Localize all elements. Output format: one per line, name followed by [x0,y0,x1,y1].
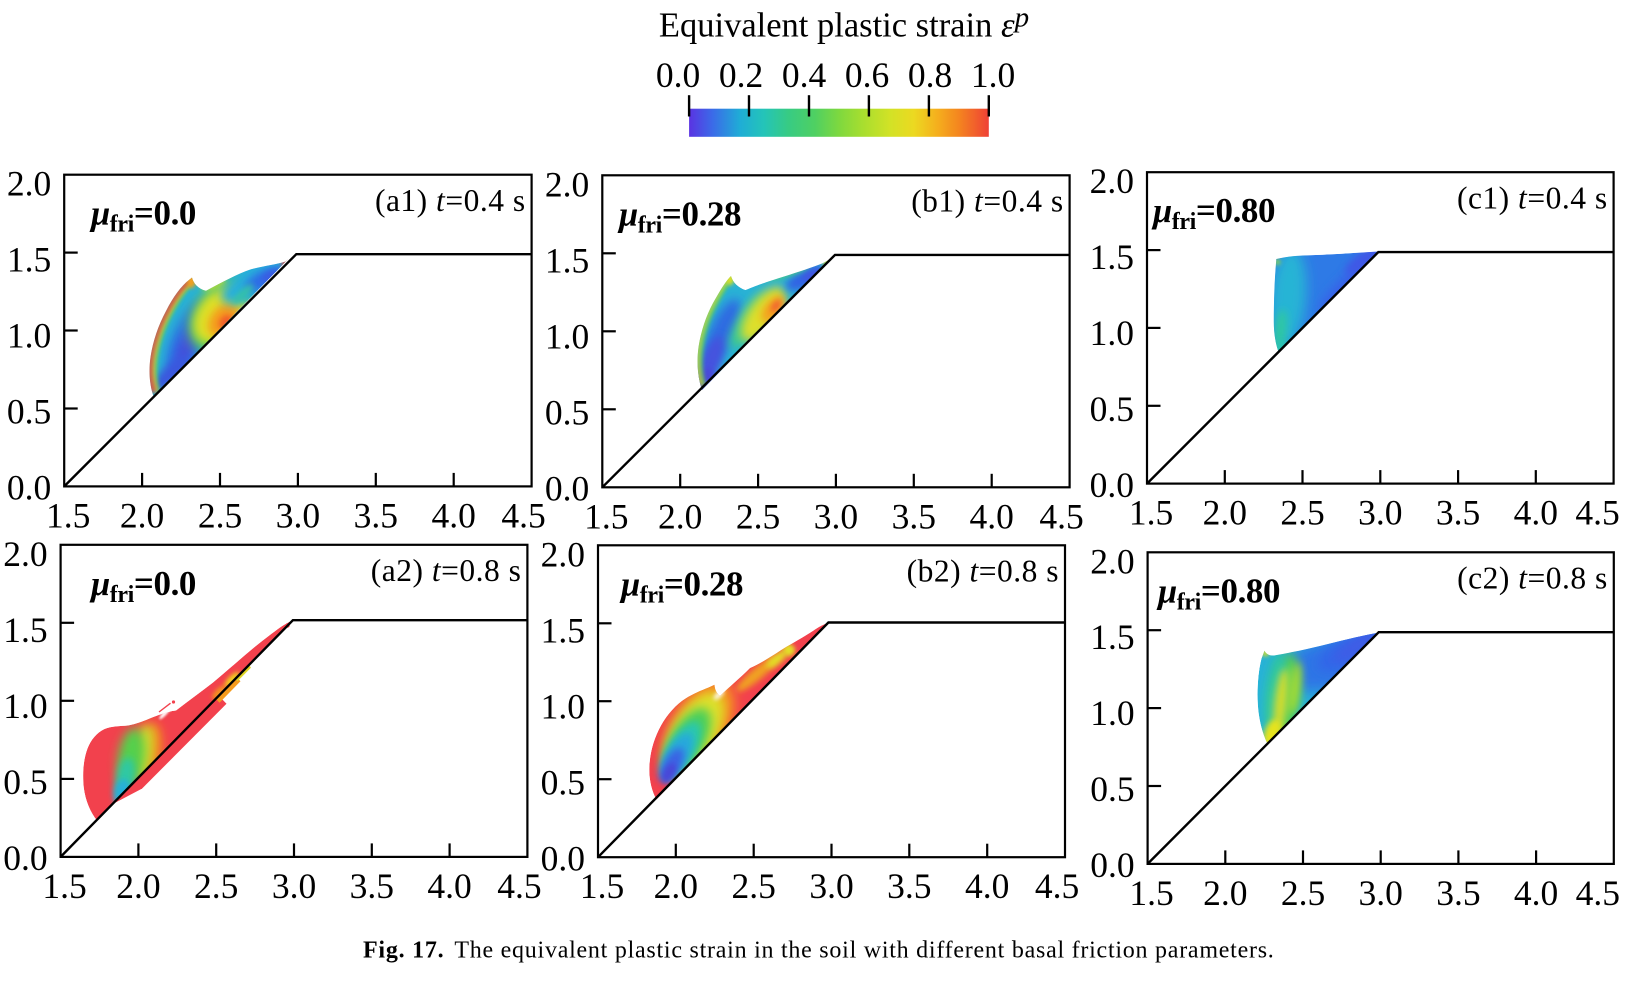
svg-text:4.5: 4.5 [501,495,545,535]
svg-text:2.0: 2.0 [658,496,702,536]
svg-text:1.5: 1.5 [1090,617,1134,657]
svg-text:μfri=0.0: μfri=0.0 [89,194,196,238]
svg-text:0.5: 0.5 [541,762,585,802]
svg-text:(c1) t=0.4 s: (c1) t=0.4 s [1457,181,1608,216]
svg-text:2.5: 2.5 [194,866,238,906]
svg-text:2.0: 2.0 [654,866,698,906]
svg-text:Equivalent plastic strain εp: Equivalent plastic strain εp [659,2,1029,45]
svg-text:2.5: 2.5 [736,496,780,536]
svg-text:2.0: 2.0 [3,534,47,574]
svg-text:4.0: 4.0 [1514,873,1558,913]
svg-text:1.0: 1.0 [3,686,47,726]
svg-text:2.0: 2.0 [1090,541,1134,581]
svg-text:(a1) t=0.4 s: (a1) t=0.4 s [375,183,526,218]
svg-text:4.5: 4.5 [1575,493,1619,533]
svg-text:0.0: 0.0 [656,55,700,95]
svg-text:2.5: 2.5 [1281,873,1325,913]
svg-text:0.0: 0.0 [3,838,47,878]
svg-text:Fig. 17.The equivalent plastic: Fig. 17. The equivalent plastic strain in… [363,937,1275,963]
svg-text:1.0: 1.0 [7,316,51,356]
svg-text:3.0: 3.0 [1358,493,1402,533]
svg-text:4.5: 4.5 [1035,866,1079,906]
svg-text:1.5: 1.5 [1090,237,1134,277]
svg-text:0.2: 0.2 [719,55,763,95]
svg-text:1.5: 1.5 [584,496,628,536]
svg-text:0.0: 0.0 [7,468,51,508]
svg-text:1.5: 1.5 [46,495,90,535]
svg-text:1.0: 1.0 [545,316,589,356]
svg-text:4.0: 4.0 [427,866,471,906]
svg-text:1.5: 1.5 [42,866,86,906]
svg-text:4.5: 4.5 [497,866,541,906]
svg-text:1.5: 1.5 [545,240,589,280]
svg-text:2.0: 2.0 [7,164,51,204]
svg-text:0.5: 0.5 [1090,389,1134,429]
svg-text:1.0: 1.0 [1090,693,1134,733]
svg-text:0.8: 0.8 [908,55,952,95]
svg-text:2.0: 2.0 [545,164,589,204]
svg-text:μfri=0.28: μfri=0.28 [617,194,741,238]
svg-text:0.0: 0.0 [1090,465,1134,505]
svg-text:3.5: 3.5 [1436,873,1480,913]
svg-text:3.0: 3.0 [809,866,853,906]
svg-text:μfri=0.28: μfri=0.28 [619,564,743,608]
svg-text:1.5: 1.5 [3,610,47,650]
svg-text:1.5: 1.5 [580,866,624,906]
svg-text:μfri=0.80: μfri=0.80 [1151,191,1275,235]
svg-text:0.5: 0.5 [7,392,51,432]
svg-text:3.0: 3.0 [276,495,320,535]
svg-text:2.5: 2.5 [1280,493,1324,533]
svg-text:(c2) t=0.8 s: (c2) t=0.8 s [1457,561,1608,596]
svg-text:μfri=0.0: μfri=0.0 [89,564,196,608]
svg-text:4.0: 4.0 [1514,493,1558,533]
svg-text:(a2) t=0.8 s: (a2) t=0.8 s [371,553,522,588]
svg-text:2.0: 2.0 [1203,873,1247,913]
svg-text:0.6: 0.6 [845,55,889,95]
svg-text:3.0: 3.0 [814,496,858,536]
svg-text:0.0: 0.0 [541,838,585,878]
svg-text:4.0: 4.0 [965,866,1009,906]
svg-text:μfri=0.80: μfri=0.80 [1156,571,1280,615]
svg-text:1.0: 1.0 [541,686,585,726]
svg-text:0.5: 0.5 [545,392,589,432]
svg-text:3.5: 3.5 [892,496,936,536]
svg-text:1.5: 1.5 [541,610,585,650]
svg-text:4.0: 4.0 [970,496,1014,536]
svg-text:1.5: 1.5 [1129,873,1173,913]
svg-text:2.0: 2.0 [541,534,585,574]
svg-text:2.5: 2.5 [198,495,242,535]
svg-text:3.5: 3.5 [354,495,398,535]
svg-text:3.5: 3.5 [1436,493,1480,533]
svg-text:(b2) t=0.8 s: (b2) t=0.8 s [907,554,1059,589]
svg-text:4.5: 4.5 [1039,496,1083,536]
svg-text:3.0: 3.0 [1359,873,1403,913]
svg-text:1.5: 1.5 [1129,493,1173,533]
svg-text:3.0: 3.0 [272,866,316,906]
svg-text:2.5: 2.5 [732,866,776,906]
svg-text:3.5: 3.5 [350,866,394,906]
svg-text:2.0: 2.0 [1203,493,1247,533]
svg-text:1.0: 1.0 [971,55,1015,95]
svg-text:4.0: 4.0 [432,495,476,535]
svg-text:2.0: 2.0 [1090,161,1134,201]
svg-text:(b1) t=0.4 s: (b1) t=0.4 s [911,184,1063,219]
svg-text:1.5: 1.5 [7,240,51,280]
svg-text:0.0: 0.0 [1090,845,1134,885]
svg-text:0.4: 0.4 [782,55,827,95]
svg-text:1.0: 1.0 [1090,313,1134,353]
svg-text:2.0: 2.0 [116,866,160,906]
svg-text:4.5: 4.5 [1576,873,1620,913]
svg-text:0.0: 0.0 [545,469,589,509]
svg-text:2.0: 2.0 [120,495,164,535]
svg-text:0.5: 0.5 [3,762,47,802]
svg-text:3.5: 3.5 [887,866,931,906]
svg-text:0.5: 0.5 [1090,769,1134,809]
